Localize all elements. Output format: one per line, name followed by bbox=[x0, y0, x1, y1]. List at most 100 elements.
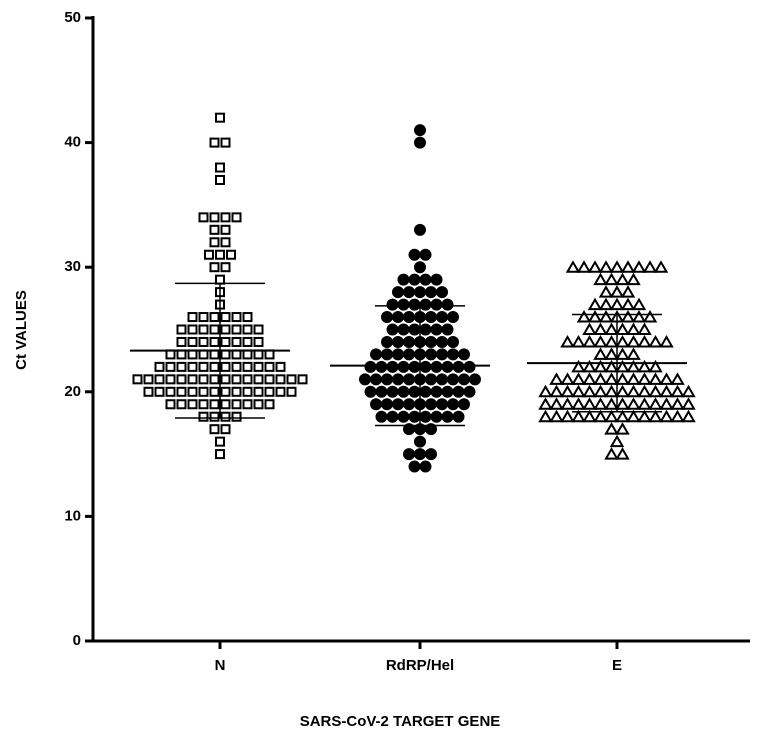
triangle-point bbox=[615, 272, 630, 286]
square-point bbox=[286, 386, 297, 397]
square-point bbox=[209, 336, 220, 347]
circle-point bbox=[386, 323, 399, 336]
square-point bbox=[187, 336, 198, 347]
circle-point bbox=[458, 373, 470, 386]
square-point bbox=[242, 361, 253, 372]
square-point bbox=[253, 374, 264, 385]
square-point bbox=[231, 212, 242, 223]
triangle-point bbox=[659, 334, 674, 348]
square-point bbox=[215, 174, 225, 185]
circle-point bbox=[370, 373, 382, 386]
square-point bbox=[198, 212, 209, 223]
y-tick-label: 20 bbox=[64, 383, 81, 400]
triangle-point bbox=[609, 260, 625, 273]
square-point bbox=[209, 137, 220, 148]
triangle-point bbox=[571, 359, 586, 373]
circle-point bbox=[425, 286, 437, 299]
circle-point bbox=[397, 323, 410, 336]
square-point bbox=[220, 212, 231, 223]
square-point bbox=[215, 449, 225, 460]
circle-point bbox=[430, 273, 443, 286]
circle-point bbox=[408, 410, 421, 423]
triangle-point bbox=[593, 359, 608, 373]
square-point bbox=[165, 361, 176, 372]
square-point bbox=[187, 399, 198, 410]
circle-point bbox=[408, 360, 421, 373]
circle-point bbox=[408, 298, 421, 311]
triangle-point bbox=[615, 347, 630, 360]
circle-point bbox=[436, 335, 448, 348]
square-point bbox=[226, 249, 236, 260]
square-point bbox=[165, 386, 176, 397]
square-point bbox=[187, 312, 198, 323]
triangle-point bbox=[604, 397, 619, 410]
triangle-point bbox=[648, 384, 663, 398]
y-tick-label: 30 bbox=[64, 258, 81, 275]
circle-point bbox=[463, 360, 476, 373]
circle-point bbox=[375, 360, 388, 373]
circle-point bbox=[441, 298, 454, 311]
circle-point bbox=[375, 410, 388, 423]
circle-point bbox=[381, 311, 393, 324]
triangle-point bbox=[615, 409, 630, 423]
triangle-point bbox=[615, 359, 630, 373]
triangle-point bbox=[648, 372, 663, 385]
triangle-point bbox=[587, 297, 603, 311]
triangle-point bbox=[593, 409, 608, 423]
triangle-point bbox=[637, 409, 652, 423]
triangle-point bbox=[637, 397, 652, 410]
triangle-point bbox=[631, 297, 647, 311]
circle-point bbox=[370, 348, 382, 361]
circle-point bbox=[425, 423, 437, 436]
circle-point bbox=[375, 385, 388, 398]
square-point bbox=[253, 399, 264, 410]
square-point bbox=[215, 162, 225, 173]
circle-point bbox=[414, 124, 426, 137]
square-point bbox=[220, 336, 231, 347]
circle-point bbox=[414, 286, 426, 299]
circle-point bbox=[414, 136, 426, 149]
circle-point bbox=[419, 323, 432, 336]
circle-point bbox=[452, 360, 465, 373]
square-point bbox=[198, 324, 209, 335]
triangle-point bbox=[571, 372, 586, 385]
triangle-point bbox=[620, 260, 636, 273]
triangle-point bbox=[681, 384, 696, 398]
triangle-point bbox=[653, 260, 669, 273]
triangle-point bbox=[576, 310, 592, 323]
triangle-point bbox=[637, 322, 652, 335]
triangle-point bbox=[538, 409, 553, 423]
x-tick-label: RdRP/Hel bbox=[386, 657, 454, 674]
triangle-point bbox=[642, 260, 658, 273]
square-point bbox=[209, 224, 220, 235]
square-point bbox=[187, 386, 198, 397]
circle-point bbox=[419, 298, 432, 311]
circle-point bbox=[386, 385, 399, 398]
circle-point bbox=[430, 410, 443, 423]
circle-point bbox=[381, 398, 393, 411]
square-point bbox=[220, 137, 231, 148]
x-tick-label: E bbox=[612, 657, 622, 674]
circle-point bbox=[408, 323, 421, 336]
triangle-point bbox=[615, 397, 630, 410]
square-point bbox=[231, 386, 242, 397]
triangle-point bbox=[670, 409, 685, 423]
square-point bbox=[297, 374, 308, 385]
circle-point bbox=[447, 311, 459, 324]
circle-point bbox=[447, 348, 459, 361]
triangle-point bbox=[582, 409, 597, 423]
square-point bbox=[275, 386, 286, 397]
triangle-point bbox=[609, 297, 625, 311]
square-point bbox=[242, 386, 253, 397]
circle-point bbox=[403, 311, 415, 324]
y-axis-label: Ct VALUES bbox=[13, 290, 30, 370]
triangle-point bbox=[637, 359, 652, 373]
square-point bbox=[242, 324, 253, 335]
square-point bbox=[176, 386, 187, 397]
triangle-point bbox=[626, 347, 641, 360]
triangle-point bbox=[648, 334, 663, 348]
triangle-point bbox=[571, 397, 586, 410]
square-point bbox=[264, 374, 275, 385]
circle-point bbox=[364, 360, 377, 373]
triangle-point bbox=[670, 372, 685, 385]
